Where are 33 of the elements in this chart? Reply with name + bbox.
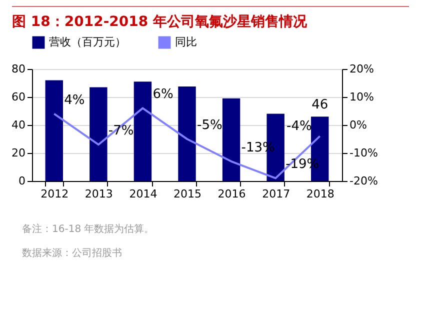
source-note: 数据来源：公司招股书 [22,246,123,260]
y-tick-label: 20 [12,146,26,160]
y-tick-label: 0 [18,174,26,188]
x-tick-label: 2012 [40,188,69,200]
data-label: 46 [312,98,328,113]
y2-tick-label: 10% [350,90,374,104]
data-label: -5% [197,118,222,133]
legend-label: 同比 [175,36,197,49]
x-tick-label: 2013 [84,188,113,200]
data-label: 6% [152,87,174,102]
bar [178,86,196,181]
x-tick-label: 2016 [218,188,246,200]
bar [45,80,63,181]
x-tick-label: 2015 [174,188,202,200]
y2-tick-label: -20% [350,174,378,188]
y-tick-label: 40 [12,118,26,132]
y2-tick-label: 20% [350,62,374,76]
chart-title: 图 18：2012-2018 年公司氧氟沙星销售情况 [12,6,409,31]
x-tick-label: 2018 [306,188,334,200]
x-tick-label: 2017 [262,188,290,200]
x-tick-label: 2014 [129,188,158,200]
y-tick-label: 60 [12,90,26,104]
y-tick-label: 80 [12,62,26,76]
data-label: -7% [108,124,134,139]
legend-label: 营收（百万元） [49,36,126,49]
line-series [53,107,321,180]
bar [134,82,152,181]
bar [222,98,240,181]
data-label: 4% [64,92,85,108]
text: 备注：16-18 年数据为估算。 [22,222,156,236]
bar [90,87,108,181]
y2-tick-label: 0% [350,118,367,132]
y2-tick-label: -10% [350,146,378,160]
